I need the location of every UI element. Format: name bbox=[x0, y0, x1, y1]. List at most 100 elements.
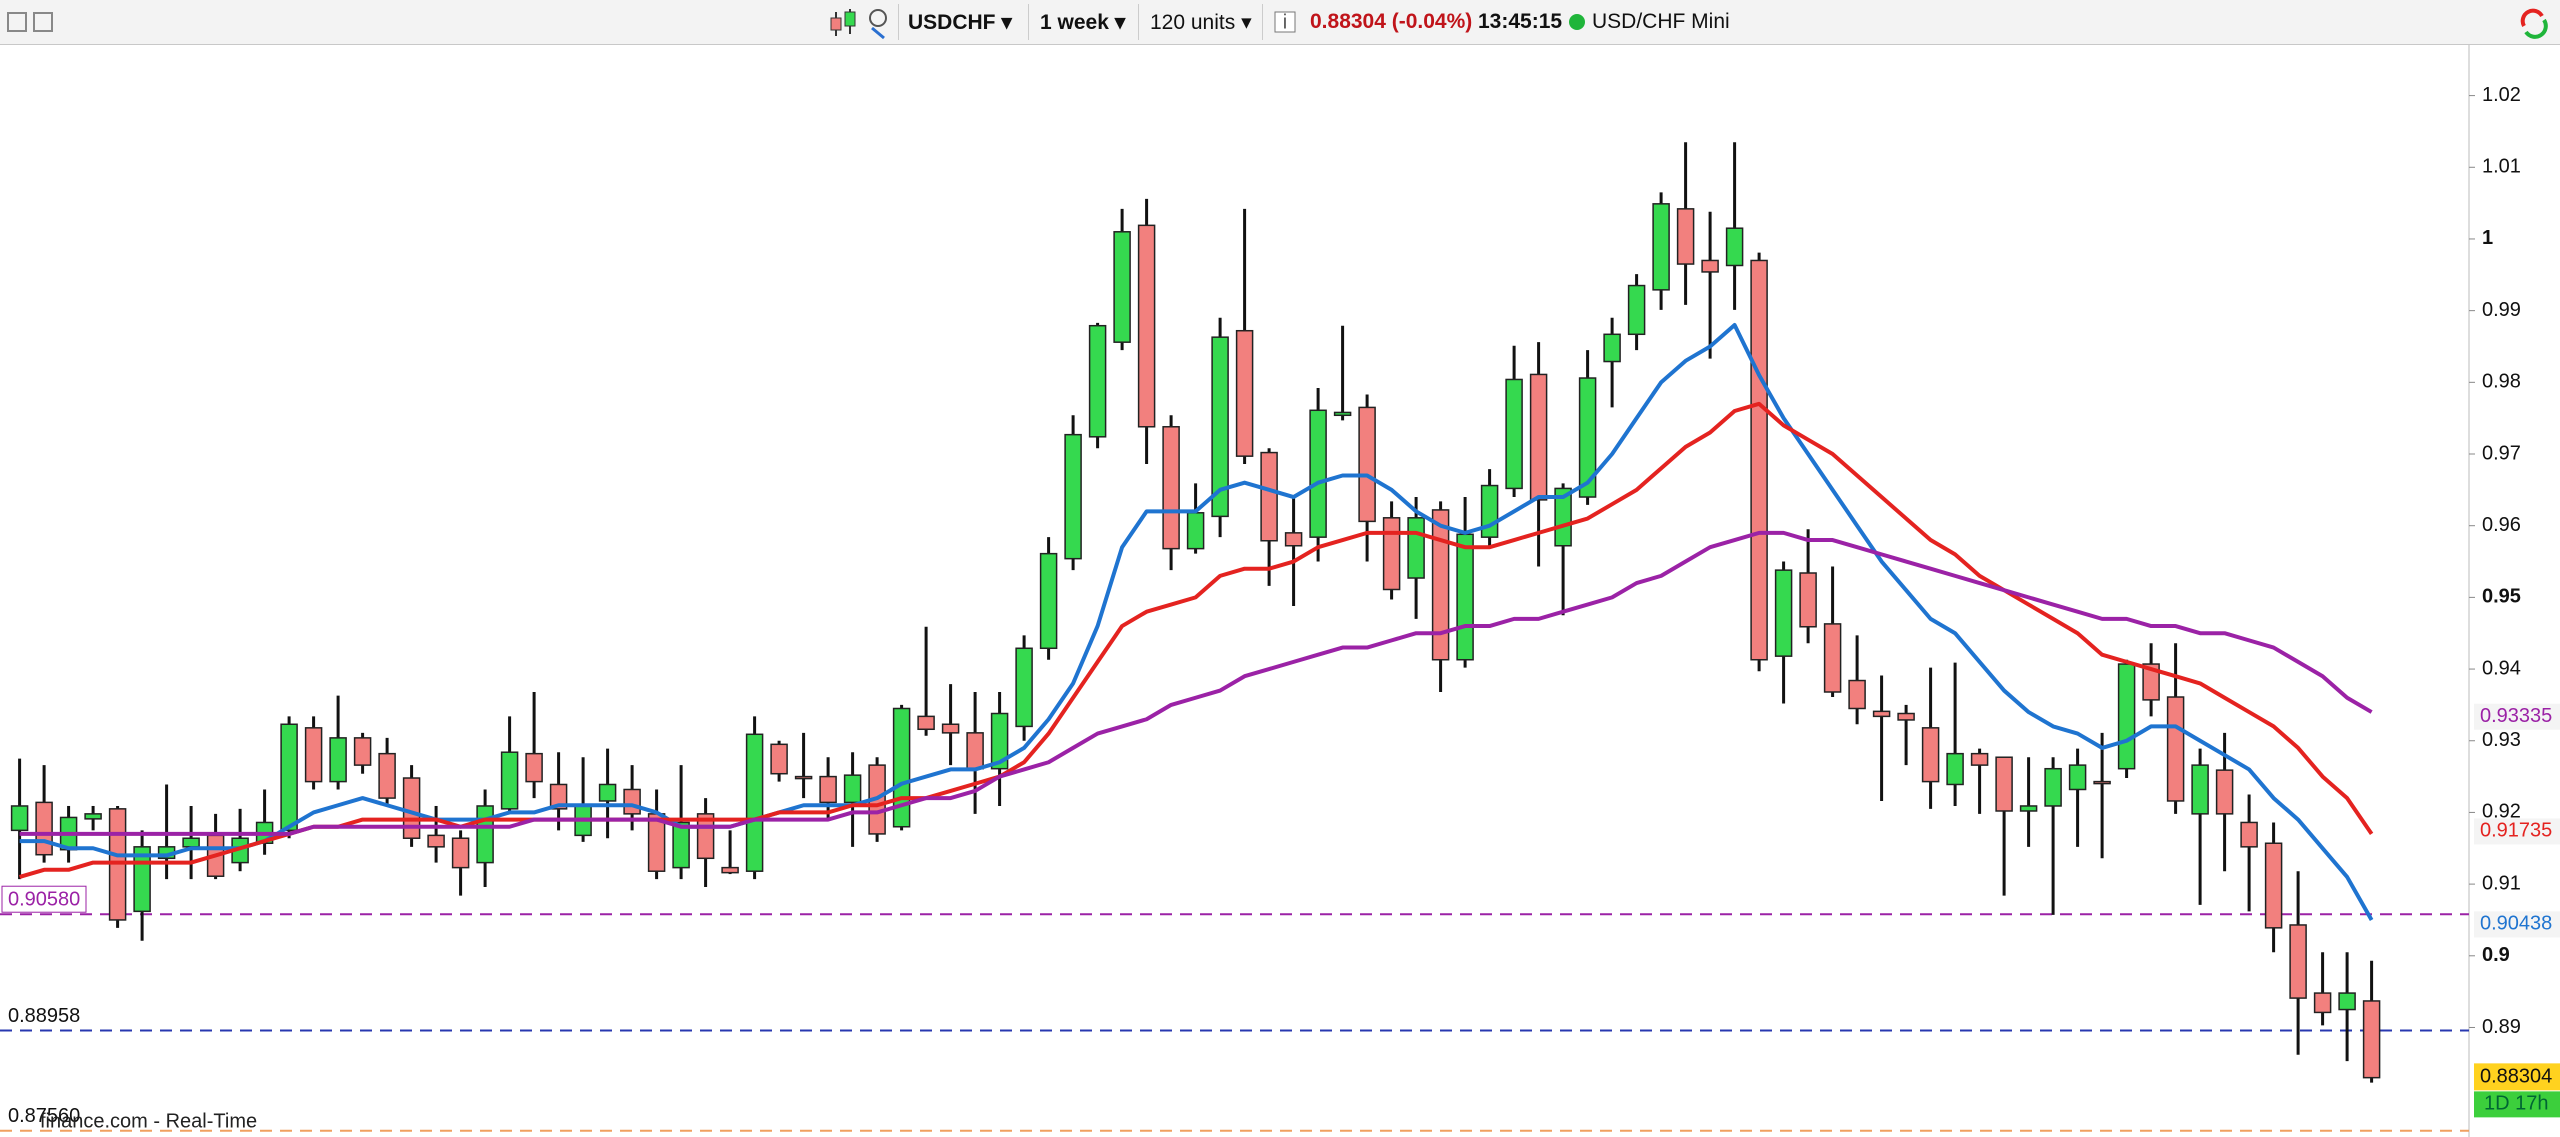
candle-body bbox=[378, 752, 396, 799]
separator bbox=[1138, 4, 1139, 40]
candle-body bbox=[1113, 231, 1131, 343]
candle-body bbox=[1701, 259, 1719, 273]
candle-body bbox=[1186, 512, 1205, 550]
candle-body bbox=[2362, 1000, 2381, 1079]
period-select[interactable]: 1 week ▾ bbox=[1040, 11, 1126, 34]
separator bbox=[1262, 4, 1263, 40]
last-price: 0.88304 bbox=[2480, 1066, 2552, 1088]
candle-body bbox=[84, 813, 102, 820]
candle-body bbox=[1162, 426, 1180, 550]
time: 13:45:15 bbox=[1478, 10, 1563, 33]
y-tick-label: 0.94 bbox=[2482, 657, 2521, 679]
info-icon[interactable]: i bbox=[1274, 11, 1298, 35]
refresh-icon[interactable] bbox=[2516, 6, 2552, 40]
candle-body bbox=[2044, 767, 2062, 807]
y-tick-label: 1 bbox=[2482, 227, 2493, 249]
candle-body bbox=[1995, 756, 2013, 812]
quote: 0.88304 (-0.04%) bbox=[1310, 10, 1473, 33]
candle-body bbox=[892, 707, 911, 828]
price-label: 0.90438 bbox=[2480, 913, 2552, 935]
candle-body bbox=[598, 783, 617, 802]
candle-body bbox=[1627, 284, 1646, 336]
y-tick-label: 0.96 bbox=[2482, 514, 2521, 536]
last-price-box bbox=[2474, 1063, 2560, 1091]
candle-body bbox=[1407, 517, 1425, 579]
candle-body bbox=[2289, 924, 2307, 999]
separator bbox=[898, 4, 899, 40]
instrument-name: USD/CHF Mini bbox=[1592, 10, 1730, 33]
candle-body bbox=[1578, 377, 1597, 498]
candle-body bbox=[843, 774, 862, 804]
y-tick-label: 0.89 bbox=[2482, 1016, 2521, 1038]
candle-body bbox=[525, 752, 543, 783]
candle-body bbox=[500, 751, 519, 810]
candle-body bbox=[1480, 484, 1499, 538]
price-label-box bbox=[2474, 818, 2560, 845]
price-label-box bbox=[2474, 703, 2560, 730]
candle-body bbox=[2264, 842, 2283, 929]
candle-body bbox=[329, 737, 347, 783]
y-tick-label: 0.95 bbox=[2482, 586, 2521, 608]
candle-body bbox=[35, 801, 53, 856]
candle-body bbox=[1382, 517, 1401, 591]
candle-body bbox=[476, 805, 494, 864]
candle-body bbox=[2093, 780, 2111, 785]
units-select[interactable]: 120 units ▾ bbox=[1150, 11, 1252, 34]
candle-body bbox=[1284, 532, 1303, 547]
candle-body bbox=[2068, 764, 2087, 791]
candle-body bbox=[1848, 679, 1866, 710]
candle-body bbox=[1333, 411, 1352, 417]
svg-text:i: i bbox=[1283, 11, 1287, 33]
countdown-box bbox=[2474, 1091, 2560, 1118]
candle-body bbox=[1039, 552, 1058, 650]
candle-body bbox=[917, 715, 935, 731]
candle-body bbox=[2142, 663, 2160, 701]
candle-body bbox=[10, 805, 29, 832]
candle-body bbox=[1529, 373, 1548, 501]
candle-body bbox=[1750, 259, 1768, 661]
candle-body bbox=[721, 866, 739, 874]
countdown: 1D 17h bbox=[2484, 1093, 2549, 1115]
candle-body bbox=[2019, 805, 2038, 812]
candle-body bbox=[1603, 333, 1621, 363]
moving-average-line bbox=[19, 530, 2373, 836]
candle-body bbox=[2313, 992, 2332, 1014]
chart-type-icons[interactable] bbox=[828, 6, 900, 40]
candle-body bbox=[1872, 710, 1891, 718]
period: 1 week bbox=[1040, 11, 1109, 34]
candle-body bbox=[1211, 336, 1229, 518]
candle-body bbox=[1456, 533, 1474, 661]
candle-body bbox=[819, 775, 837, 804]
symbol-select[interactable]: USDCHF ▾ bbox=[908, 11, 1012, 34]
y-tick-label: 0.9 bbox=[2482, 944, 2510, 966]
level-label: 0.90580 bbox=[8, 888, 80, 910]
candle-body bbox=[353, 737, 372, 766]
candle-body bbox=[623, 788, 641, 815]
y-tick-label: 1.01 bbox=[2482, 156, 2521, 178]
price-label-box bbox=[2474, 911, 2560, 938]
watermark: finance.com - Real-Time bbox=[40, 1110, 257, 1132]
candle-body bbox=[1064, 433, 1082, 560]
units: 120 units bbox=[1150, 11, 1236, 34]
candle-body bbox=[1431, 509, 1450, 661]
level-label-box bbox=[1, 885, 87, 913]
y-tick-label: 0.91 bbox=[2482, 872, 2521, 894]
candle-body bbox=[182, 837, 200, 848]
y-tick-label: 0.92 bbox=[2482, 801, 2521, 823]
window-icons[interactable] bbox=[6, 11, 56, 35]
candle-body bbox=[1235, 329, 1254, 457]
candle-body bbox=[1088, 324, 1107, 438]
y-tick-label: 0.98 bbox=[2482, 371, 2521, 393]
y-tick-label: 0.99 bbox=[2482, 299, 2521, 321]
candle-body bbox=[2240, 821, 2258, 848]
y-tick-label: 0.93 bbox=[2482, 729, 2521, 751]
candle-body bbox=[2117, 663, 2136, 770]
y-tick-label: 0.97 bbox=[2482, 442, 2521, 464]
candle-body bbox=[402, 777, 421, 839]
level-label: 0.88958 bbox=[8, 1005, 80, 1027]
candle-body bbox=[549, 783, 568, 810]
candle-body bbox=[1309, 409, 1327, 538]
candle-body bbox=[1015, 647, 1033, 728]
candle-body bbox=[1823, 623, 1842, 693]
